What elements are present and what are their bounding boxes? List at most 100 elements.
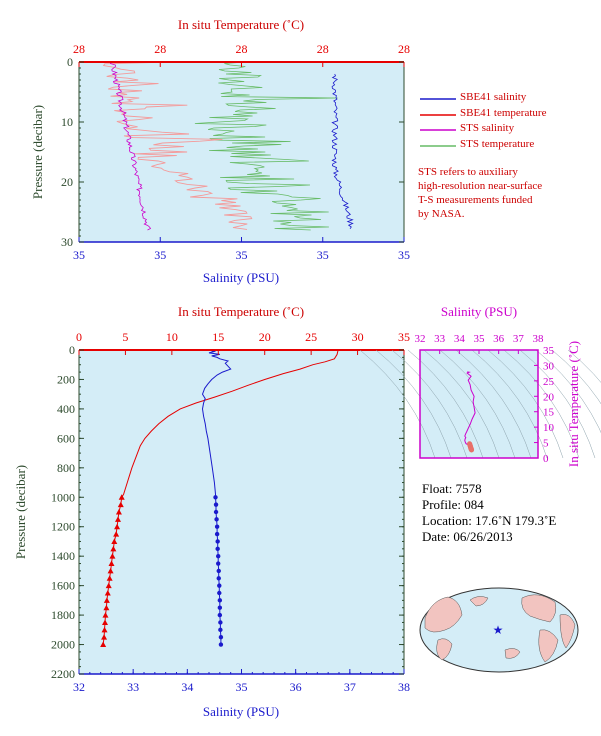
location: Location: 17.6˚N 179.3˚E — [422, 513, 557, 528]
ts-salinity-tick-label: 33 — [434, 333, 446, 345]
top-panel: 28 28 28 28 28 35 35 35 35 35 0 10 20 30 In situ Temp… — [30, 17, 410, 285]
ts-salinity-tick-label: 37 — [513, 333, 525, 345]
top-salinity-tick-label: 35 — [317, 248, 329, 262]
top-panel-y-axis-title: Pressure (decibar) — [30, 105, 45, 199]
temperature-point — [111, 538, 118, 544]
sts-temperature-trace — [194, 61, 338, 231]
temperature-point — [115, 509, 122, 515]
float-location-star-icon: ★ — [493, 623, 504, 637]
salinity-point — [216, 553, 221, 559]
temperature-point — [117, 501, 124, 508]
bottom-panel-y-axis-title: Pressure (decibar) — [13, 465, 28, 559]
top-temperature-tick-label: 28 — [236, 42, 248, 56]
density-contour — [519, 349, 596, 459]
salinity-point — [214, 517, 219, 522]
salinity-tick-label: 37 — [344, 680, 356, 694]
salinity-point — [215, 546, 220, 552]
salinity-point — [218, 634, 224, 640]
ts-temperature-tick-label: 35 — [543, 345, 555, 357]
salinity-point — [214, 531, 220, 537]
salinity-point — [216, 568, 221, 574]
temperature-tick-label: 15 — [212, 330, 224, 344]
top-pressure-tick-label: 20 — [61, 175, 73, 189]
pressure-tick-label: 1000 — [51, 490, 75, 504]
density-contour — [567, 349, 601, 383]
bottom-panel-bottom-axis-title: Salinity (PSU) — [203, 704, 279, 719]
sts-note-line-1: STS refers to auxiliary — [418, 166, 518, 178]
temperature-point — [101, 626, 108, 633]
temperature-point — [103, 604, 110, 611]
ts-deep-point — [469, 447, 475, 453]
top-temperature-tick-label: 28 — [317, 42, 329, 56]
legend-label-sts-salinity: STS salinity — [460, 122, 515, 134]
top-panel-ticks: 28 28 28 28 28 35 35 35 35 35 0 10 20 30 — [61, 42, 410, 262]
temperature-point — [102, 619, 108, 625]
density-contour — [375, 349, 452, 459]
temperature-point — [105, 582, 112, 589]
salinity-tick-label: 36 — [290, 680, 302, 694]
legend-label-sbe41-temperature: SBE41 temperature — [460, 107, 547, 119]
salinity-point — [217, 590, 222, 596]
temperature-point — [118, 494, 125, 500]
salinity-point — [213, 502, 219, 507]
temperature-point — [104, 590, 111, 596]
density-contour — [503, 349, 580, 459]
ts-ticks: 32 33 34 35 36 37 38 0 5 10 15 20 25 30 35 — [415, 333, 555, 465]
pressure-tick-label: 600 — [57, 431, 75, 445]
temperature-tick-label: 10 — [166, 330, 178, 344]
salinity-point — [217, 598, 223, 603]
temperature-point — [109, 553, 116, 559]
salinity-point — [213, 495, 218, 500]
temperature-point — [100, 641, 107, 648]
density-contour — [551, 349, 601, 405]
top-salinity-tick-label: 35 — [154, 248, 166, 262]
date: Date: 06/26/2013 — [422, 529, 513, 544]
salinity-point — [218, 627, 223, 633]
pressure-tick-label: 1600 — [51, 579, 75, 593]
pressure-tick-label: 200 — [57, 372, 75, 386]
temperature-tick-label: 35 — [398, 330, 410, 344]
ts-density-contours — [359, 349, 601, 459]
top-temperature-tick-label: 28 — [154, 42, 166, 56]
legend-label-sbe41-salinity: SBE41 salinity — [460, 91, 527, 103]
salinity-tick-label: 33 — [127, 680, 139, 694]
ts-plot-area — [420, 350, 538, 458]
top-plot-area — [79, 62, 404, 242]
salinity-tick-label: 34 — [181, 680, 193, 694]
temperature-point — [114, 523, 121, 530]
pressure-tick-label: 1200 — [51, 520, 75, 534]
density-contour — [439, 349, 516, 459]
top-pressure-tick-label: 0 — [67, 55, 73, 69]
sts-note-line-3: T-S measurements funded — [418, 194, 533, 206]
salinity-point — [216, 576, 221, 581]
ts-salinity-tick-label: 35 — [474, 333, 486, 345]
legend-label-sts-temperature: STS temperature — [460, 138, 535, 150]
ts-temperature-tick-label: 5 — [543, 438, 549, 450]
pressure-tick-label: 400 — [57, 402, 75, 416]
pressure-tick-label: 0 — [69, 343, 75, 357]
temperature-point — [113, 531, 120, 537]
temperature-tick-label: 20 — [259, 330, 271, 344]
map-land — [424, 594, 576, 663]
bottom-plot-area — [79, 350, 404, 674]
float-id: Float: 7578 — [422, 481, 482, 496]
legend — [420, 98, 456, 147]
sts-note-line-4: by NASA. — [418, 208, 465, 220]
density-contour — [487, 349, 564, 459]
ts-diagram: 32 33 34 35 36 37 38 0 5 10 15 20 25 30 35 Salinity (P… — [359, 304, 601, 467]
density-contour — [455, 349, 532, 459]
ts-salinity-tick-label: 34 — [454, 333, 466, 345]
ts-salinity-tick-label: 38 — [533, 333, 545, 345]
ts-temperature-tick-label: 10 — [543, 422, 555, 434]
bottom-panel-top-axis-title: In situ Temperature (˚C) — [178, 304, 304, 319]
salinity-point — [215, 539, 220, 544]
top-panel-top-axis-title: In situ Temperature (˚C) — [178, 17, 304, 32]
ts-temperature-tick-label: 0 — [543, 453, 549, 465]
sts-note-line-2: high-resolution near-surface — [418, 180, 543, 192]
sbe41-salinity-line — [201, 349, 232, 647]
top-salinity-tick-label: 35 — [73, 248, 85, 262]
salinity-point — [214, 524, 220, 529]
location-map: ★ — [419, 587, 579, 673]
density-contour — [471, 349, 548, 459]
